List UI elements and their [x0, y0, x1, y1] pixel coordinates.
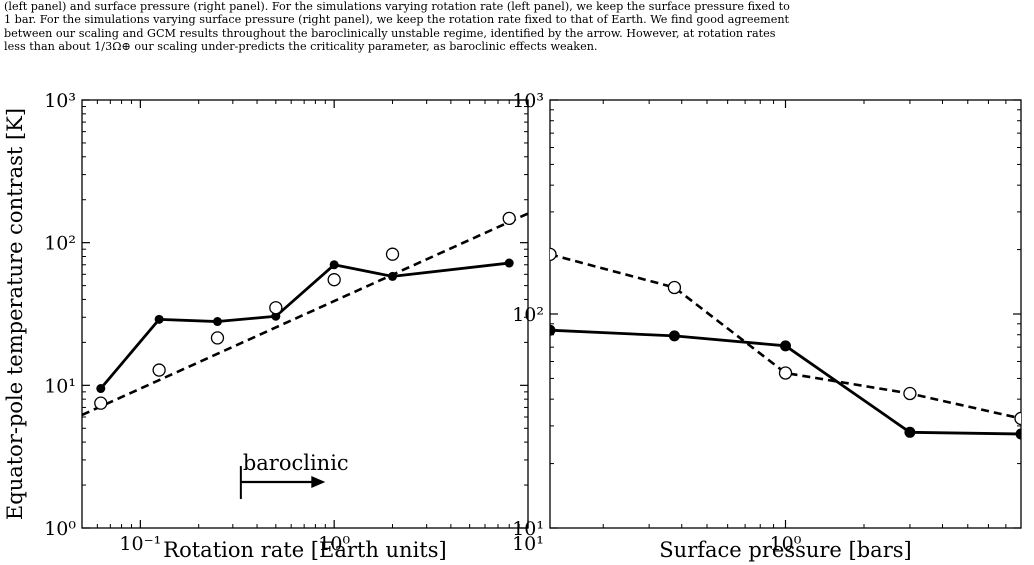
data-point-open	[667, 280, 682, 295]
data-point-filled	[550, 324, 556, 336]
data-point-filled	[904, 426, 916, 438]
plot-area	[82, 211, 528, 417]
y-tick-label: 10¹	[512, 518, 544, 540]
data-point-open	[903, 386, 917, 401]
major-ticks	[550, 99, 1021, 529]
x-tick-label: 10¹	[512, 533, 544, 555]
caption-line: between our scaling and GCM results thro…	[4, 26, 776, 40]
data-point-filled	[154, 314, 164, 324]
right-panel-surface-pressure: 10⁰ 10¹ 10² 10³ Surface pressure [bars]	[512, 90, 1022, 562]
annotation-arrow-head	[311, 476, 326, 489]
data-point-filled	[1015, 428, 1021, 440]
x-axis-label: Rotation rate [Earth units]	[163, 538, 446, 562]
data-point-filled	[668, 330, 680, 342]
data-point-open	[385, 247, 400, 261]
plot-area	[550, 247, 1021, 440]
left-panel-rotation-rate: 10⁻¹ 10⁰ 10¹ 10⁰ 10¹ 10² 10³ Rotation rate [Ear…	[3, 90, 544, 562]
y-tick-label: 10²	[44, 233, 76, 255]
data-point-open	[502, 211, 516, 226]
data-point-filled	[212, 317, 222, 327]
plot-frame	[81, 99, 529, 529]
x-tick-label: 10⁰	[770, 533, 802, 555]
x-axis-label: Surface pressure [bars]	[659, 538, 911, 562]
baroclinic-annotation: baroclinic	[239, 451, 349, 500]
x-tick-label: 10⁰	[318, 533, 350, 555]
data-point-open	[152, 363, 166, 377]
y-tick-label: 10³	[512, 90, 544, 112]
y-tick-label: 10³	[44, 90, 76, 112]
x-tick-label: 10⁻¹	[119, 533, 161, 555]
data-point-open	[550, 247, 557, 261]
series-line-dashed	[550, 253, 1021, 420]
data-point-open	[778, 366, 793, 380]
data-point-filled	[504, 258, 514, 268]
data-point-filled	[96, 384, 106, 394]
y-tick-label: 10²	[512, 304, 544, 326]
data-point-open	[210, 331, 225, 345]
caption-line: less than about 1/3Ω⊕ our scaling under-…	[4, 40, 598, 54]
caption-line: 1 bar. For the simulations varying surfa…	[4, 13, 790, 27]
caption-top: (left panel) and surface pressure (right…	[4, 0, 1030, 54]
caption-line: (left panel) and surface pressure (right…	[4, 0, 790, 13]
data-point-open	[94, 396, 108, 410]
plot-frame	[549, 99, 1022, 529]
y-axis-label: Equator-pole temperature contrast [K]	[3, 108, 27, 520]
y-tick-label: 10¹	[44, 375, 76, 397]
minor-ticks	[550, 100, 1021, 528]
data-point-filled	[329, 260, 339, 270]
data-point-open	[327, 273, 341, 287]
caption-bottom	[4, 548, 1030, 565]
data-point-filled	[780, 340, 791, 352]
data-point-filled	[271, 311, 281, 321]
y-tick-label: 10⁰	[44, 518, 76, 540]
data-point-open	[269, 301, 283, 315]
annotation-label: baroclinic	[243, 451, 349, 475]
minor-ticks	[82, 100, 528, 528]
scaling-trend-line	[82, 212, 528, 417]
data-point-open	[1014, 411, 1021, 426]
